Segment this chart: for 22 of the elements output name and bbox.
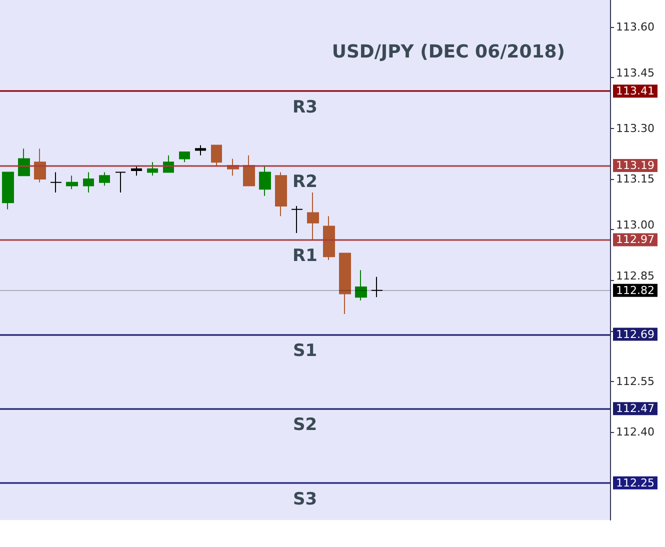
ref-line-label: R1 (292, 246, 318, 266)
y-tick-label: 113.30 (616, 122, 654, 135)
text: 112.25 (616, 476, 654, 490)
text: 112.97 (616, 233, 654, 246)
text: 113.19 (616, 158, 654, 172)
y-tick-label: 113.00 (616, 218, 654, 232)
y-tick-label: 113.45 (616, 66, 654, 80)
y-tick-label: 113.15 (616, 172, 654, 186)
text: 112.69 (616, 328, 654, 341)
text: 112.47 (616, 402, 654, 416)
text: USD/JPY (DEC 06/2018) (332, 42, 566, 62)
text: 112.82 (616, 284, 654, 297)
y-tick-label: 113.60 (616, 20, 654, 34)
ref-line-label: R2 (292, 172, 318, 192)
ref-line-label: S2 (292, 415, 318, 436)
text: 113.41 (616, 84, 654, 98)
y-tick-label: 112.55 (616, 375, 654, 388)
y-tick-label: 112.85 (616, 269, 654, 282)
ref-line-label: R3 (292, 98, 318, 118)
ref-line-label: S1 (292, 340, 318, 361)
ref-line-label: S3 (292, 489, 318, 510)
y-tick-label: 112.40 (616, 426, 654, 439)
